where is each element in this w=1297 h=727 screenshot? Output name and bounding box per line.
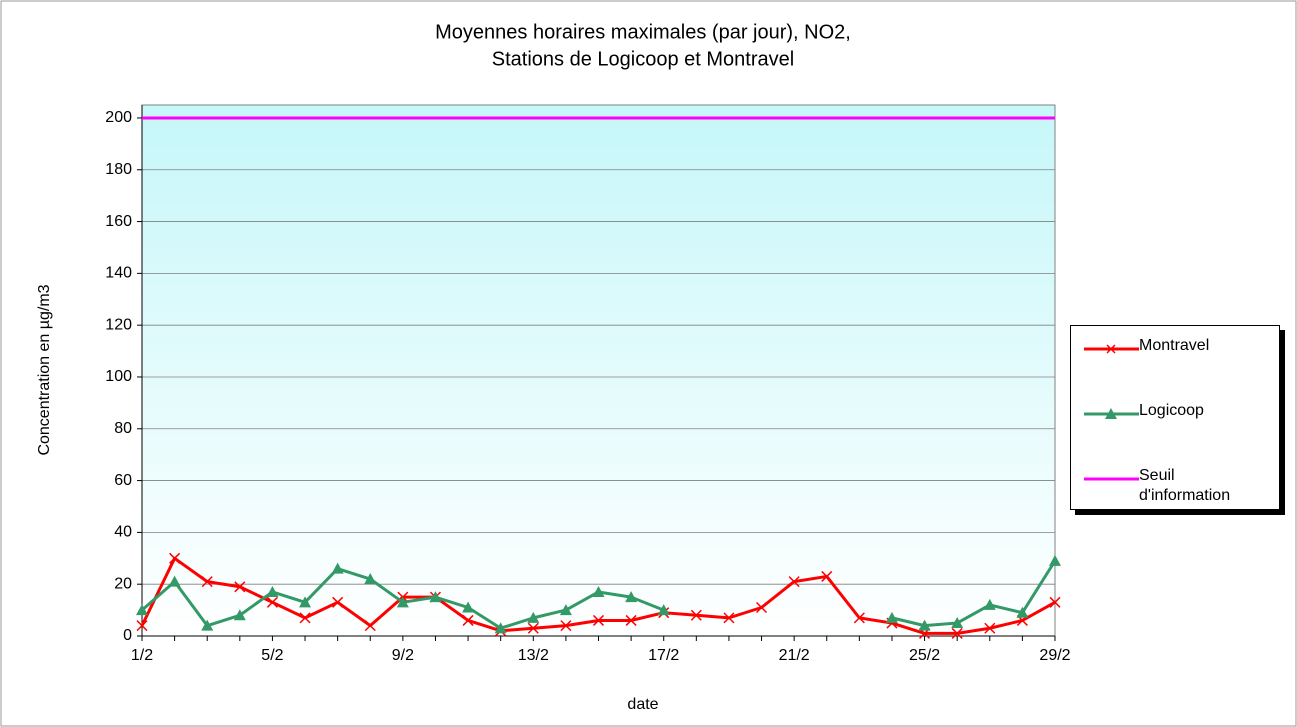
marker [233, 609, 246, 621]
marker [136, 620, 148, 632]
x-tick-label: 5/2 [261, 647, 283, 664]
marker [266, 585, 279, 597]
legend-label: Seuil d'information [1139, 467, 1231, 504]
marker [462, 614, 474, 626]
marker [494, 622, 507, 634]
y-tick-label: 20 [114, 575, 132, 592]
chart-title: Moyennes horaires maximales (par jour), … [435, 21, 851, 43]
marker [332, 596, 344, 608]
marker [364, 573, 377, 585]
marker [756, 601, 768, 614]
marker [853, 612, 865, 624]
legend-marker-shape [1106, 344, 1116, 354]
y-tick-label: 120 [105, 316, 132, 333]
legend-item: Seuil d'information [1079, 466, 1269, 506]
marker [299, 596, 312, 608]
chart-title: Stations de Logicoop et Montravel [492, 48, 794, 70]
marker [1049, 596, 1061, 608]
marker [592, 614, 605, 626]
marker [625, 591, 638, 603]
marker [788, 576, 800, 588]
marker [951, 627, 963, 639]
legend-swatch [1084, 477, 1139, 481]
marker [266, 596, 278, 608]
marker [168, 575, 181, 587]
legend-label: Logicoop [1139, 402, 1204, 419]
legend: Montravel Logicoop Seuil d'information [1070, 325, 1280, 510]
marker [821, 570, 833, 582]
x-tick-label: 13/2 [518, 647, 549, 664]
marker [234, 581, 246, 593]
marker [462, 601, 475, 613]
marker [299, 612, 311, 624]
marker [983, 598, 996, 610]
marker [984, 622, 996, 634]
marker [1016, 606, 1029, 618]
y-axis-title: Concentration en µg/m3 [36, 284, 53, 455]
legend-swatch [1084, 408, 1139, 419]
legend-item: Montravel [1079, 336, 1269, 356]
marker [723, 612, 735, 624]
y-tick-label: 40 [114, 524, 132, 541]
marker [625, 614, 637, 626]
legend-marker [1106, 344, 1116, 354]
x-tick-label: 21/2 [779, 647, 810, 664]
marker [527, 622, 539, 634]
y-tick-label: 0 [123, 627, 132, 644]
y-tick-label: 160 [105, 213, 132, 230]
y-tick-label: 200 [105, 109, 132, 126]
plot-area [141, 104, 1056, 637]
marker [559, 604, 572, 616]
y-tick-label: 80 [114, 420, 132, 437]
marker [396, 596, 409, 608]
marker [429, 591, 442, 603]
marker [201, 576, 213, 588]
x-tick-label: 1/2 [131, 647, 153, 664]
legend-label: Montravel [1139, 337, 1210, 354]
marker [527, 611, 540, 623]
x-tick-label: 17/2 [648, 647, 679, 664]
legend-item: Logicoop [1079, 401, 1269, 421]
marker [169, 552, 181, 564]
marker [560, 620, 572, 632]
marker [201, 619, 214, 631]
legend-marker [1105, 408, 1117, 419]
marker [690, 609, 702, 621]
marker [657, 604, 670, 616]
x-tick-label: 9/2 [392, 647, 414, 664]
marker [951, 617, 964, 629]
x-tick-label: 29/2 [1039, 647, 1070, 664]
marker [364, 620, 376, 632]
y-tick-label: 100 [105, 368, 132, 385]
legend-marker-shape [1105, 408, 1117, 419]
marker [1049, 554, 1061, 566]
marker [331, 562, 344, 574]
y-tick-label: 180 [105, 161, 132, 178]
legend-swatch [1084, 344, 1139, 354]
x-tick-label: 25/2 [909, 647, 940, 664]
marker [592, 585, 605, 597]
y-tick-label: 60 [114, 472, 132, 489]
x-axis-title: date [627, 696, 658, 713]
marker [885, 611, 898, 623]
y-tick-label: 140 [105, 265, 132, 282]
marker [918, 619, 931, 631]
marker [136, 604, 148, 616]
